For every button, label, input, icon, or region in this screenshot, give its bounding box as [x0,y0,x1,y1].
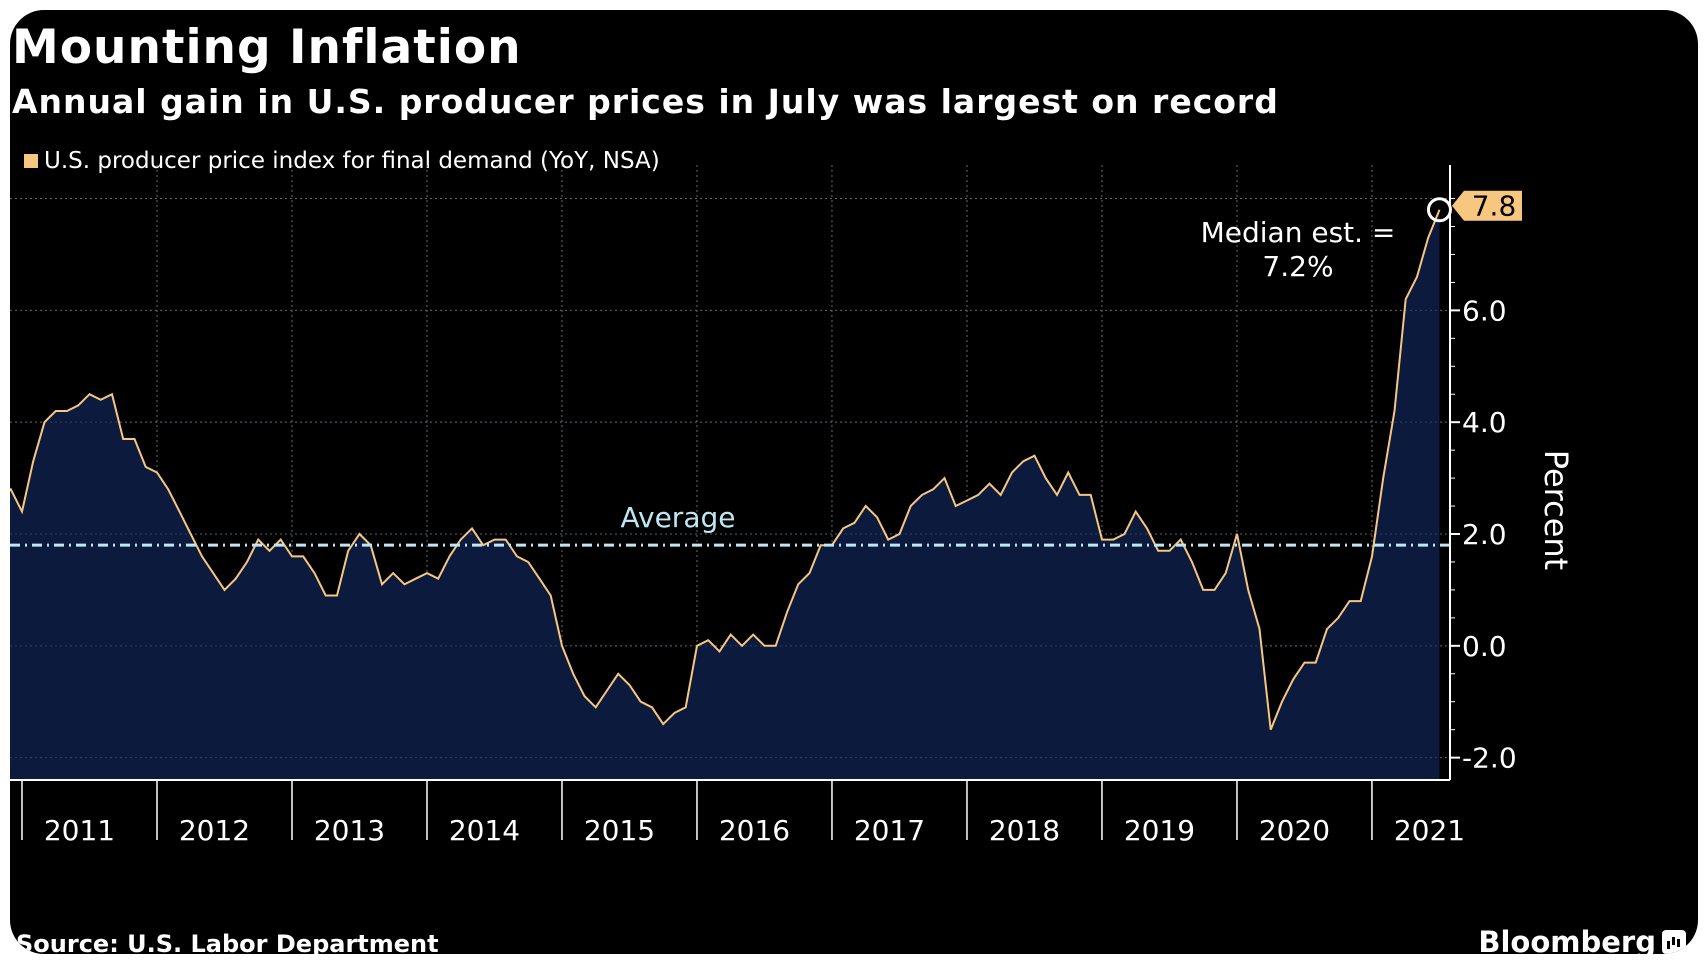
y-tick-label-2: 2.0 [1462,518,1507,551]
x-tick-label-2016: 2016 [719,814,790,847]
median-marker [1426,197,1452,223]
average-label: Average [621,501,736,534]
legend-label: U.S. producer price index for final dema… [44,148,660,174]
chart-title: Mounting Inflation [12,20,522,75]
x-tick-label-2021: 2021 [1394,814,1465,847]
brand-logo: Bloomberg [1478,925,1686,954]
y-tick-label-0: -2.0 [1462,742,1517,775]
y-axis-title: Percent [1537,450,1575,570]
series-line [10,209,1441,731]
brand-name: Bloomberg [1478,925,1656,954]
chart-frame: Mounting Inflation Annual gain in U.S. p… [10,10,1698,954]
bloomberg-chart-icon [1662,930,1686,954]
y-tick-label-4: 6.0 [1462,294,1507,327]
x-tick-label-2015: 2015 [584,814,655,847]
legend: U.S. producer price index for final dema… [24,148,660,174]
x-tick-label-2011: 2011 [44,814,115,847]
ppi-chart: Average -2.0 0.0 2.0 4.0 6.0 Percent 2011 2012 20… [10,165,1575,847]
median-annotation-line1: Median est. = [1201,216,1396,249]
y-tick-label-1: 0.0 [1462,630,1507,663]
x-tick-label-2019: 2019 [1124,814,1195,847]
x-tick-label-2013: 2013 [314,814,385,847]
chart-subtitle: Annual gain in U.S. producer prices in J… [12,82,1279,121]
legend-swatch [24,154,38,168]
median-annotation-line2: 7.2% [1262,250,1333,283]
source-note: Source: U.S. Labor Department [16,930,439,954]
x-tick-label-2014: 2014 [449,814,520,847]
x-tick-label-2012: 2012 [179,814,250,847]
y-tick-label-3: 4.0 [1462,406,1507,439]
last-value-tag [1452,190,1522,221]
x-tick-label-2020: 2020 [1259,814,1330,847]
x-tick-label-2017: 2017 [854,814,925,847]
last-value-label: 7.8 [1472,190,1517,223]
series-area [10,209,1440,780]
x-tick-label-2018: 2018 [989,814,1060,847]
